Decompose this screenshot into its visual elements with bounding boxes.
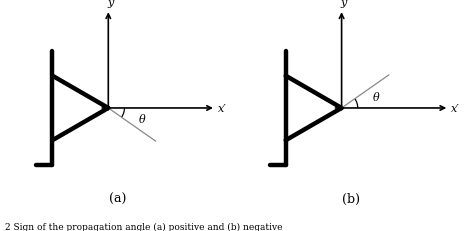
Text: θ: θ (139, 114, 146, 124)
Text: (a): (a) (109, 192, 126, 205)
Text: y′: y′ (108, 0, 116, 8)
Text: x′: x′ (218, 103, 227, 113)
Text: y′: y′ (341, 0, 350, 8)
Text: x′: x′ (451, 103, 460, 113)
Text: θ: θ (373, 93, 379, 103)
Text: 2 Sign of the propagation angle (a) positive and (b) negative: 2 Sign of the propagation angle (a) posi… (5, 222, 282, 231)
Text: (b): (b) (342, 192, 359, 205)
